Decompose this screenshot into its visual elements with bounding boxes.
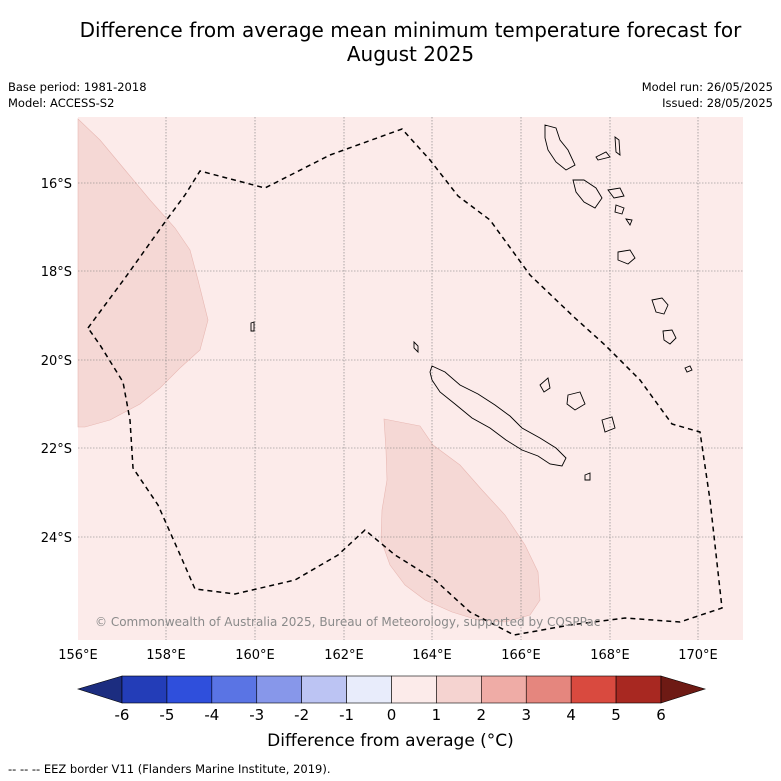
colorbar-bin--4-to--3 bbox=[211, 675, 258, 704]
anomaly-region-west bbox=[77, 118, 209, 428]
lat-tick-22: 22°S bbox=[41, 442, 72, 457]
base-period: Base period: 1981-2018 bbox=[8, 80, 147, 94]
loyalty-island-2 bbox=[566, 391, 586, 411]
model-name: Model: ACCESS-S2 bbox=[8, 96, 115, 110]
chesterfield-reef bbox=[250, 321, 255, 332]
vanuatu-aneityum bbox=[684, 365, 693, 373]
vanuatu-tanna bbox=[662, 329, 677, 345]
colorbar-bin--3-to--2 bbox=[256, 675, 302, 704]
new-caledonia-island bbox=[429, 365, 567, 467]
map-title: Difference from average mean minimum tem… bbox=[40, 18, 781, 66]
title-line-1: Difference from average mean minimum tem… bbox=[79, 18, 742, 42]
vanuatu-espiritu-santo bbox=[544, 124, 576, 171]
model-info: Base period: 1981-2018 Model: ACCESS-S2 bbox=[8, 79, 147, 111]
colorbar-tick-label: -4 bbox=[204, 706, 219, 724]
longitude-ticks: 156°E 158°E 160°E 162°E 164°E 166°E 168°… bbox=[58, 648, 718, 663]
colorbar-tick-label: -3 bbox=[249, 706, 264, 724]
colorbar-title: Difference from average (°C) bbox=[267, 731, 514, 751]
colorbar-bin-1-to-2 bbox=[436, 675, 482, 704]
vanuatu-shepherd bbox=[625, 218, 633, 226]
belep-islands bbox=[413, 340, 419, 354]
eez-border bbox=[87, 128, 723, 636]
colorbar-tick-label: -6 bbox=[115, 706, 130, 724]
vanuatu-ambae bbox=[595, 151, 611, 161]
vanuatu-efate bbox=[617, 249, 636, 265]
lat-tick-16: 16°S bbox=[41, 177, 72, 192]
colorbar-tick-label: 1 bbox=[432, 706, 442, 724]
colorbar-extend-low bbox=[76, 675, 123, 704]
colorbar-bin-2-to-3 bbox=[481, 675, 527, 704]
colorbar-bin--2-to--1 bbox=[301, 675, 347, 704]
model-run: Model run: 26/05/2025 bbox=[641, 80, 773, 94]
vanuatu-epi bbox=[614, 204, 625, 215]
colorbar-tick-label: 2 bbox=[477, 706, 487, 724]
lat-tick-20: 20°S bbox=[41, 354, 72, 369]
vanuatu-erromango bbox=[651, 297, 669, 315]
colorbar-tick-label: -5 bbox=[159, 706, 174, 724]
colorbar-bin-3-to-4 bbox=[525, 675, 572, 704]
colorbar-tick-label: 3 bbox=[521, 706, 531, 724]
colorbar-bin-0-to-1 bbox=[391, 675, 437, 704]
loyalty-island-1 bbox=[539, 377, 551, 393]
isle-of-pines bbox=[584, 472, 591, 481]
issued-date: Issued: 28/05/2025 bbox=[662, 96, 773, 110]
title-line-2: August 2025 bbox=[346, 42, 475, 66]
vanuatu-pentecost bbox=[607, 187, 625, 199]
colorbar-tick-label: 5 bbox=[611, 706, 621, 724]
copyright-notice: © Commonwealth of Australia 2025, Bureau… bbox=[95, 615, 600, 629]
lon-tick-158: 158°E bbox=[146, 648, 186, 663]
lon-tick-162: 162°E bbox=[324, 648, 364, 663]
lon-tick-160: 160°E bbox=[235, 648, 275, 663]
graticule bbox=[78, 117, 743, 640]
colorbar-tick-label: -2 bbox=[294, 706, 309, 724]
map-panel: © Commonwealth of Australia 2025, Bureau… bbox=[77, 117, 743, 640]
colorbar: -6 -5 -4 -3 -2 -1 0 1 2 3 4 5 6 bbox=[76, 675, 707, 724]
colorbar-bin-5-to-6 bbox=[615, 675, 662, 704]
colorbar-bin-4-to-5 bbox=[570, 675, 617, 704]
eez-legend-note: -- -- -- EEZ border V11 (Flanders Marine… bbox=[8, 762, 331, 776]
lon-tick-166: 166°E bbox=[501, 648, 541, 663]
vanuatu-maewo bbox=[614, 136, 621, 156]
colorbar-tick-label: 4 bbox=[566, 706, 576, 724]
vanuatu-malakula bbox=[572, 179, 603, 209]
colorbar-extend-high bbox=[660, 675, 707, 704]
lon-tick-164: 164°E bbox=[412, 648, 452, 663]
run-info: Model run: 26/05/2025 Issued: 28/05/2025 bbox=[642, 79, 773, 111]
lon-tick-156: 156°E bbox=[58, 648, 98, 663]
lat-tick-24: 24°S bbox=[41, 531, 72, 546]
lat-tick-18: 18°S bbox=[41, 265, 72, 280]
colorbar-tick-label: -1 bbox=[339, 706, 354, 724]
colorbar-tick-label: 0 bbox=[387, 706, 397, 724]
colorbar-tick-label: 6 bbox=[656, 706, 666, 724]
lon-tick-170: 170°E bbox=[678, 648, 718, 663]
coastlines bbox=[250, 124, 693, 481]
colorbar-bin--1-to-0 bbox=[346, 675, 392, 704]
latitude-ticks: 16°S 18°S 20°S 22°S 24°S bbox=[41, 177, 72, 546]
colorbar-bin--5-to--4 bbox=[166, 675, 213, 704]
loyalty-island-3 bbox=[601, 416, 616, 433]
colorbar-bin--6-to--5 bbox=[121, 675, 168, 704]
lon-tick-168: 168°E bbox=[590, 648, 630, 663]
